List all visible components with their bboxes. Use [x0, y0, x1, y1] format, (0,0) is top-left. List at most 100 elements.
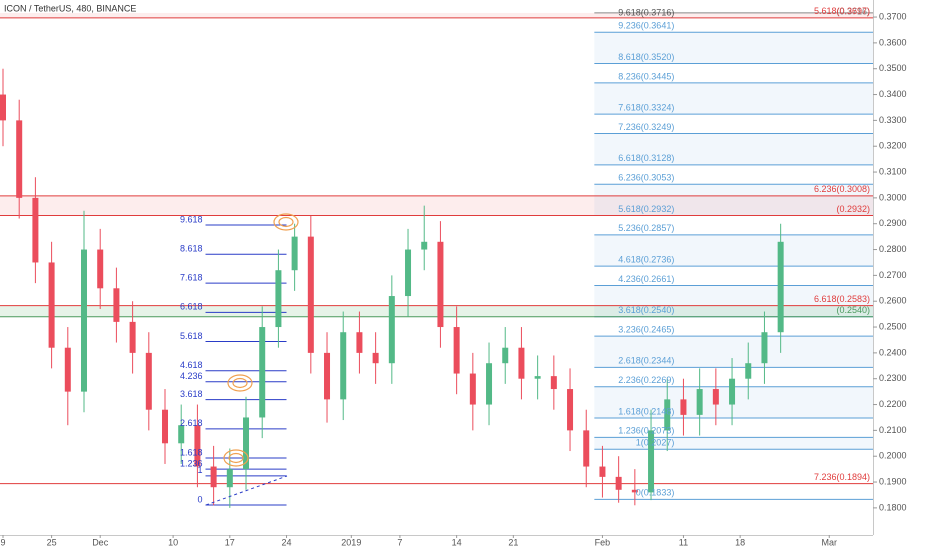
- candle-body: [648, 430, 655, 493]
- fib-level-label: 6.618: [180, 302, 203, 312]
- fib-band: [594, 184, 873, 216]
- candle-body: [113, 288, 120, 322]
- fib-level-label: 2.236(0.2269): [618, 375, 674, 385]
- candle-body: [0, 94, 6, 121]
- candle-body: [97, 249, 104, 289]
- candle-body: [502, 347, 509, 364]
- axes: 0.1800 0.1900 0.2000 0.2100 0.2200 0.2300 0.24…: [0, 11, 906, 547]
- candle-body: [615, 476, 622, 490]
- y-tick-label: 0.2100: [879, 425, 907, 435]
- x-tick-label: Mar: [822, 537, 838, 547]
- candle-body: [48, 262, 55, 348]
- y-tick-label: 0.3200: [879, 141, 907, 151]
- fib-level-label: 3.236(0.2465): [618, 324, 674, 334]
- x-tick-label: 11: [679, 537, 688, 547]
- fib-level-label: 4.618: [180, 360, 203, 370]
- fib-level-label: 8.618(0.3520): [618, 52, 674, 62]
- candle-body: [680, 399, 687, 415]
- candle-body: [421, 241, 428, 250]
- candle-body: [631, 489, 638, 493]
- x-tick-label: 25: [47, 537, 57, 547]
- candle-body: [745, 363, 752, 379]
- fib-level-label: 5.236(0.2857): [618, 223, 674, 233]
- candle-body: [583, 430, 590, 467]
- x-tick-label: 18: [735, 537, 745, 547]
- fib-band: [594, 133, 873, 165]
- fib-level-label: 6.236(0.3053): [618, 173, 674, 183]
- y-tick-label: 0.2800: [879, 244, 907, 254]
- annotations: [205, 213, 299, 506]
- y-tick-label: 0.2300: [879, 373, 907, 383]
- candle-body: [729, 378, 736, 405]
- candle-body: [16, 120, 23, 198]
- y-tick-label: 0.3400: [879, 89, 907, 99]
- fib-band: [594, 82, 873, 115]
- fib-level-label: 2.618: [180, 418, 203, 428]
- x-tick-label: Dec: [92, 537, 109, 547]
- candle-body: [243, 417, 250, 470]
- plot-area: [0, 12, 873, 508]
- trend-line: [205, 475, 288, 506]
- x-tick-label: 7: [397, 537, 402, 547]
- candle-body: [64, 347, 71, 392]
- y-tick-label: 0.2400: [879, 347, 907, 357]
- fib-level-label: 8.236(0.3445): [618, 71, 674, 81]
- highlight-ring: [228, 452, 244, 464]
- fib-level-label: 1.236(0.2073): [618, 426, 674, 436]
- candle-body: [178, 425, 185, 444]
- highlight-ring: [273, 213, 299, 231]
- y-tick-label: 0.3000: [879, 192, 907, 202]
- candle-body: [567, 389, 574, 431]
- fib-level-label: 1.618: [180, 447, 203, 457]
- candle-body: [275, 270, 282, 328]
- highlight-ring: [223, 449, 249, 467]
- y-tick-label: 0.1800: [879, 502, 907, 512]
- zone-band: [0, 305, 873, 317]
- candle-body: [162, 409, 169, 444]
- candle-body: [712, 389, 719, 405]
- candle-body: [194, 425, 201, 467]
- fib-level-label: 5.618(0.2932): [618, 204, 674, 214]
- level-label: 7.236(0.1894): [814, 472, 870, 482]
- fib-level-label: 9.618(0.3716): [618, 7, 674, 17]
- candle-body: [340, 332, 347, 400]
- zone-band: [0, 12, 873, 18]
- candle-body: [259, 327, 266, 418]
- y-tick-label: 0.2000: [879, 451, 907, 461]
- candle-body: [291, 236, 298, 271]
- y-tick-label: 0.3700: [879, 11, 907, 21]
- fib-level-label: 8.618: [180, 244, 203, 254]
- candle-body: [324, 352, 331, 400]
- y-tick-label: 0.2700: [879, 270, 907, 280]
- fib-level-label: 4.618(0.2736): [618, 254, 674, 264]
- y-tick-label: 0.3500: [879, 63, 907, 73]
- fib-band: [594, 336, 873, 368]
- candle-body: [210, 466, 217, 488]
- fib-level-label: 7.618: [180, 273, 203, 283]
- candle-body: [550, 376, 557, 390]
- y-tick-label: 0.2500: [879, 321, 907, 331]
- x-tick-label: 9: [0, 537, 5, 547]
- candle-body: [518, 347, 525, 379]
- y-tick-label: 0.1900: [879, 476, 907, 486]
- candle-body: [145, 352, 152, 410]
- candle-body: [388, 296, 395, 364]
- fib-level-label: 1(0.2027): [636, 438, 675, 448]
- fib-level-label: 3.618(0.2540): [618, 305, 674, 315]
- y-tick-label: 0.3300: [879, 115, 907, 125]
- fib-band: [594, 285, 873, 317]
- candle-body: [372, 352, 379, 364]
- fib-level-label: 7.236(0.3249): [618, 122, 674, 132]
- candle-body: [486, 363, 493, 405]
- x-tick-label: Feb: [595, 537, 611, 547]
- candle-body: [777, 241, 784, 333]
- y-tick-label: 0.2200: [879, 399, 907, 409]
- fib-level-label: 3.618: [180, 389, 203, 399]
- candle-body: [129, 321, 136, 353]
- chart-title: ICON / TetherUS, 480, BINANCE: [4, 3, 136, 13]
- fib-level-label: 0(0.1833): [636, 488, 675, 498]
- fib-level-label: 1.236: [180, 459, 203, 469]
- fib-band: [594, 32, 873, 64]
